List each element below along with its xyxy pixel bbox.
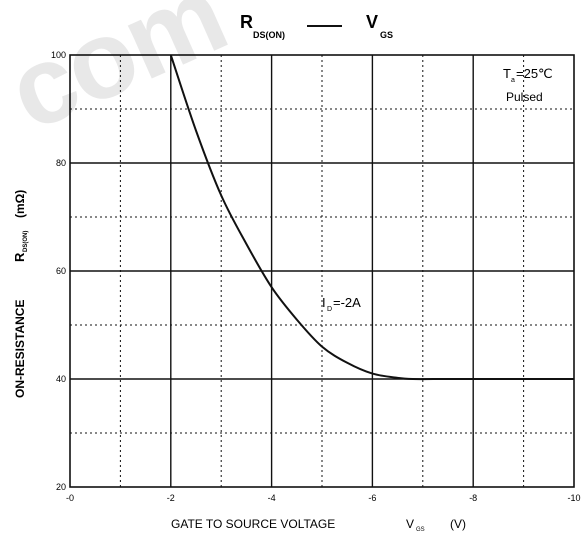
chart-title: R DS(ON) V GS [240,12,393,40]
x-axis-label-text: GATE TO SOURCE VOLTAGE [171,517,335,531]
y-axis-label-symbol-sub: DS(ON) [23,231,29,252]
title-v-sub: GS [380,30,393,40]
x-axis-label-symbol-sub: GS [416,527,425,533]
x-tick-label: -6 [368,493,376,503]
series-layer [169,54,574,381]
x-tick-label: -8 [469,493,477,503]
curve-label-value: =-2A [333,295,361,310]
y-tick-label: 80 [56,158,66,168]
x-tick-label: -0 [66,493,74,503]
title-r-main: R [240,12,253,32]
grid [70,55,574,487]
y-axis-label-text: ON-RESISTANCE [13,300,27,398]
curve-label-sub: D [327,306,332,313]
y-tick-label: 40 [56,374,66,384]
x-tick-label: -4 [268,493,276,503]
y-tick-label: 100 [51,50,66,60]
y-tick-label: 60 [56,266,66,276]
curve-label: I D =-2A [322,295,361,313]
x-axis-label: GATE TO SOURCE VOLTAGE V GS (V) [171,517,466,533]
condition-temp-value: =25℃ [516,66,553,81]
y-axis-label-unit: (mΩ) [13,190,27,218]
condition-annotation: T a =25℃ Pulsed [503,66,553,104]
tick-labels: -0 -2 -4 -6 -8 -10 20 40 60 80 100 [51,50,581,503]
curve-label-i: I [322,295,326,310]
condition-mode: Pulsed [506,90,543,104]
x-tick-label: -10 [567,493,580,503]
y-tick-label: 20 [56,482,66,492]
series-line-0 [169,54,574,381]
title-r-sub: DS(ON) [253,30,285,40]
x-axis-label-symbol: V [406,517,414,531]
x-tick-label: -2 [167,493,175,503]
condition-temp-t: T [503,66,511,81]
title-v-main: V [366,12,378,32]
y-axis-label-symbol: R [12,252,27,262]
x-axis-label-unit: (V) [450,517,466,531]
condition-temp-sub: a [511,77,515,84]
plot-frame [69,54,575,488]
y-axis-label: ON-RESISTANCE R DS(ON) (mΩ) [12,190,29,398]
